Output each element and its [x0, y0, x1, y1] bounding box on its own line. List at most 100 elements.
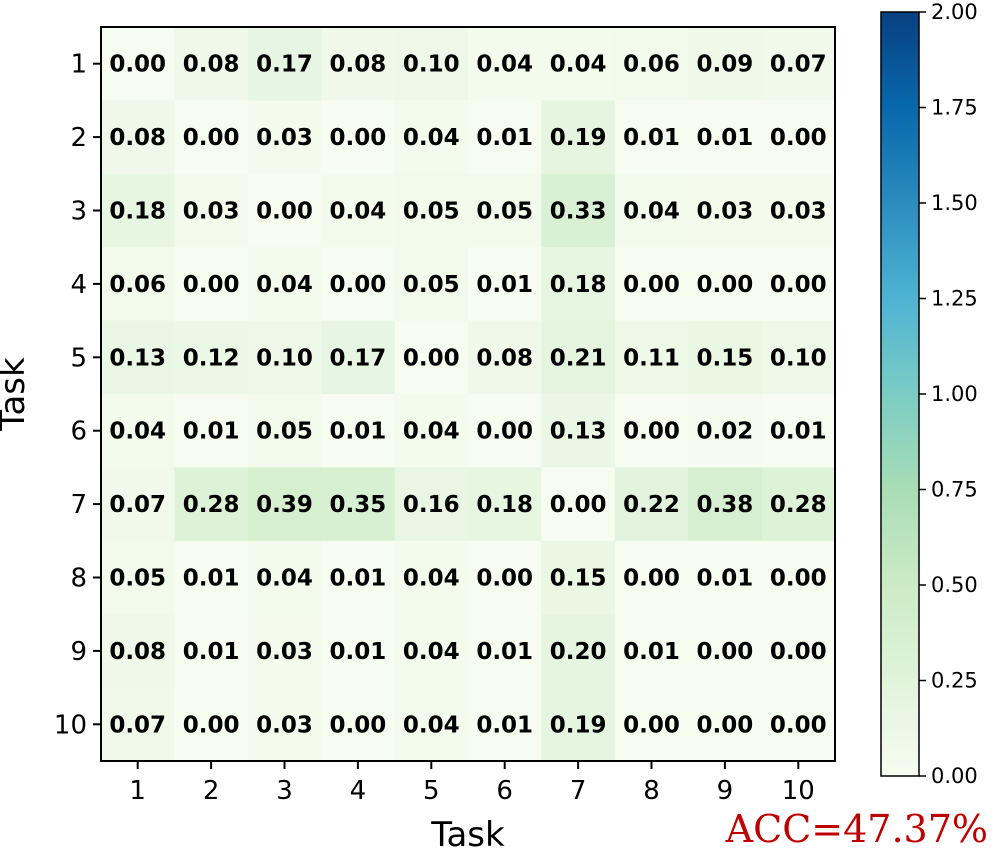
cell-value-label: 0.19 [550, 712, 607, 738]
heatmap-cell [247, 173, 322, 248]
heatmap-cell [761, 100, 836, 175]
heatmap-cell [174, 320, 249, 395]
cell-value-label: 0.00 [770, 272, 827, 298]
y-tick-label: 10 [54, 710, 87, 740]
y-tick-label: 7 [70, 490, 87, 520]
cell-value-label: 0.03 [183, 199, 240, 225]
x-tick-label: 5 [423, 776, 440, 806]
cell-value-label: 0.00 [183, 125, 240, 151]
heatmap-cell [761, 320, 836, 395]
cell-value-label: 0.18 [550, 272, 607, 298]
heatmap-cell [468, 614, 542, 689]
heatmap-cell [174, 614, 249, 689]
heatmap-cell [468, 247, 542, 322]
x-tick-label: 10 [782, 776, 815, 806]
heatmap-cell [468, 100, 542, 175]
cell-value-label: 0.15 [697, 345, 754, 371]
cell-value-label: 0.10 [256, 345, 313, 371]
cell-value-label: 0.05 [403, 272, 460, 298]
cell-value-label: 0.17 [256, 52, 313, 78]
x-tick-label: 3 [276, 776, 293, 806]
heatmap-cell [247, 687, 322, 762]
heatmap-cell [321, 467, 396, 542]
heatmap-cell [541, 173, 616, 248]
y-tick-label: 9 [70, 637, 87, 667]
cell-value-label: 0.18 [109, 199, 166, 225]
x-axis-ticks: 1 2 3 4 5 6 7 8 9 10 [129, 761, 815, 806]
cell-value-label: 0.04 [403, 125, 460, 151]
colorbar [880, 11, 920, 777]
cell-value-label: 0.01 [183, 566, 240, 592]
heatmap-cell [614, 247, 689, 322]
y-axis-label: Task [0, 357, 33, 432]
plot-frame [100, 26, 836, 762]
cell-value-label: 0.01 [476, 639, 533, 665]
cell-value-label: 0.28 [770, 492, 827, 518]
cell-value-label: 0.22 [623, 492, 680, 518]
cell-value-label: 0.13 [550, 419, 607, 445]
heatmap-cell [101, 467, 175, 542]
heatmap-cell [321, 27, 396, 101]
cell-value-label: 0.01 [623, 125, 680, 151]
heatmap-cell [468, 467, 542, 542]
cell-value-label: 0.16 [403, 492, 460, 518]
heatmap-cell [688, 394, 763, 468]
cell-value-label: 0.00 [183, 712, 240, 738]
cell-value-label: 0.18 [476, 492, 533, 518]
cell-value-label: 0.00 [330, 125, 387, 151]
heatmap-cell [174, 467, 249, 542]
heatmap-cell [688, 467, 763, 542]
cell-value-label: 0.00 [330, 712, 387, 738]
cell-value-label: 0.10 [770, 345, 827, 371]
x-tick-label: 1 [129, 776, 146, 806]
cell-value-label: 0.03 [256, 639, 313, 665]
heatmap-cell [541, 540, 616, 615]
y-tick-label: 6 [70, 417, 87, 447]
cell-value-label: 0.01 [476, 125, 533, 151]
y-tick-label: 8 [70, 564, 87, 594]
cell-value-label: 0.04 [403, 639, 460, 665]
heatmap-cell [101, 614, 175, 689]
heatmap-cell [247, 540, 322, 615]
heatmap-cell [614, 540, 689, 615]
cell-value-label: 0.19 [550, 125, 607, 151]
cell-value-label: 0.17 [330, 345, 387, 371]
heatmap-cell [468, 394, 542, 468]
cell-value-label: 0.01 [476, 272, 533, 298]
heatmap-cell [101, 540, 175, 615]
cell-value-label: 0.03 [697, 199, 754, 225]
heatmap-cell [101, 247, 175, 322]
cell-value-label: 0.02 [697, 419, 754, 445]
cell-value-label: 0.08 [109, 125, 166, 151]
heatmap-cell [394, 467, 469, 542]
cell-value-label: 0.01 [330, 419, 387, 445]
cell-value-label: 0.07 [109, 492, 166, 518]
heatmap-cell [468, 27, 542, 101]
heatmap-cell [541, 320, 616, 395]
colorbar-tick-label: 0.50 [931, 573, 978, 597]
colorbar-tick-label: 1.75 [931, 96, 978, 120]
heatmap-cell [394, 614, 469, 689]
x-tick-label: 7 [570, 776, 587, 806]
heatmap-cell [468, 540, 542, 615]
cell-value-label: 0.01 [697, 566, 754, 592]
heatmap-cell [541, 467, 616, 542]
heatmap-cell [541, 100, 616, 175]
heatmap-cell [101, 394, 175, 468]
heatmap-cell [247, 320, 322, 395]
heatmap-cell [761, 467, 836, 542]
cell-value-label: 0.04 [109, 419, 166, 445]
heatmap-cell [761, 173, 836, 248]
heatmap-cell [394, 394, 469, 468]
cell-value-label: 0.07 [770, 52, 827, 78]
heatmap-cell [247, 467, 322, 542]
heatmap-cell [761, 614, 836, 689]
heatmap-cell [688, 320, 763, 395]
heatmap-cell [688, 173, 763, 248]
cell-value-label: 0.00 [623, 419, 680, 445]
x-tick-label: 9 [717, 776, 734, 806]
cell-value-label: 0.28 [183, 492, 240, 518]
colorbar-tick-label: 1.50 [931, 191, 978, 215]
cell-value-label: 0.00 [476, 419, 533, 445]
colorbar-tick-label: 2.00 [931, 0, 978, 24]
